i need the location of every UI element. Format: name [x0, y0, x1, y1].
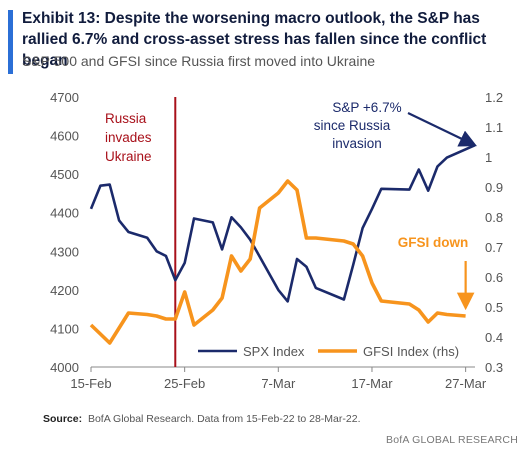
- chart-subtitle: S&P 500 and GFSI since Russia first move…: [22, 53, 376, 69]
- gfsi-line: [89, 179, 466, 345]
- y-left-tick-label: 4500: [50, 167, 79, 182]
- y-right-tick-label: 1.2: [485, 90, 503, 105]
- y-right-tick-label: 0.6: [485, 270, 503, 285]
- x-tick-label: 17-Mar: [351, 376, 393, 391]
- x-tick-label: 7-Mar: [261, 376, 296, 391]
- y-left-tick-label: 4600: [50, 129, 79, 144]
- invasion-marker-label: Russia: [105, 111, 147, 126]
- spx-annotation-label: S&P +6.7%: [332, 100, 401, 115]
- spx-annotation-arrow: [407, 112, 477, 147]
- invasion-marker-label: Ukraine: [105, 149, 152, 164]
- y-right-tick-label: 0.5: [485, 300, 503, 315]
- y-left-tick-label: 4400: [50, 206, 79, 221]
- chart-title: Exhibit 13: Despite the worsening macro …: [22, 10, 487, 69]
- y-right-tick-label: 1.1: [485, 120, 503, 135]
- y-right-tick-label: 0.9: [485, 180, 503, 195]
- brand-label: BofA GLOBAL RESEARCH: [386, 434, 518, 446]
- title-accent-bar: [8, 10, 13, 74]
- legend-spx-label: SPX Index: [243, 344, 305, 359]
- spx-annotation-label: since Russia: [314, 118, 391, 133]
- x-tick-label: 25-Feb: [164, 376, 205, 391]
- y-right-tick-label: 0.4: [485, 330, 503, 345]
- y-left-tick-label: 4000: [50, 360, 79, 375]
- chart: 4000 4100 4200 4300 4400 4500 4600 4700 0.3 0.4 0.…: [50, 90, 503, 391]
- y-right-tick-label: 0.3: [485, 360, 503, 375]
- y-left-tick-label: 4100: [50, 321, 79, 336]
- source-label: Source:: [43, 413, 83, 425]
- legend-gfsi-label: GFSI Index (rhs): [363, 344, 459, 359]
- x-tick-label: 15-Feb: [70, 376, 111, 391]
- y-left-tick-label: 4200: [50, 283, 79, 298]
- y-right-tick-label: 0.7: [485, 240, 503, 255]
- spx-annotation-label: invasion: [332, 136, 382, 151]
- gfsi-annotation-label: GFSI down: [398, 235, 469, 250]
- y-right-tick-label: 0.8: [485, 210, 503, 225]
- spx-line: [89, 144, 476, 303]
- invasion-marker-label: invades: [105, 130, 152, 145]
- x-tick-label: 27-Mar: [445, 376, 487, 391]
- y-right-tick-label: 1: [485, 150, 492, 165]
- source-note: Source: BofA Global Research. Data from …: [43, 413, 360, 425]
- y-left-tick-label: 4300: [50, 244, 79, 259]
- y-left-tick-label: 4700: [50, 90, 79, 105]
- source-text: BofA Global Research. Data from 15-Feb-2…: [87, 413, 361, 425]
